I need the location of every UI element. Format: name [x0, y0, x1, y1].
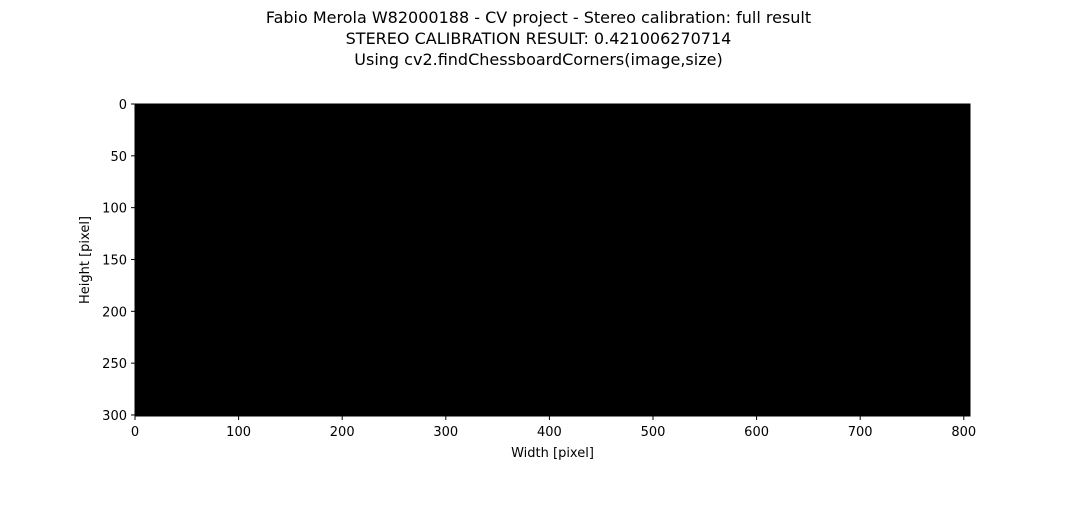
y-tick-label: 0 [119, 98, 127, 113]
y-tick-label: 300 [102, 409, 127, 424]
x-tick-label: 300 [433, 425, 458, 440]
y-axis-label: Height [pixel] [78, 216, 93, 304]
x-tick-label: 100 [226, 425, 251, 440]
x-tick-label: 800 [951, 425, 976, 440]
x-tick-label: 600 [744, 425, 769, 440]
x-tick-label: 700 [848, 425, 873, 440]
chart-title-line-1: Fabio Merola W82000188 - CV project - St… [265, 8, 812, 27]
x-tick-label: 0 [131, 425, 139, 440]
y-tick-label: 50 [110, 150, 127, 165]
x-axis-label: Width [pixel] [511, 446, 594, 461]
chart-title-line-2: STEREO CALIBRATION RESULT: 0.42100627071… [345, 29, 732, 48]
image-display [135, 104, 970, 416]
chart-title-line-3: Using cv2.findChessboardCorners(image,si… [354, 50, 723, 69]
y-axis: 0 50 100 150 200 250 300 [102, 98, 135, 424]
x-tick-label: 500 [641, 425, 666, 440]
y-tick-label: 150 [102, 253, 127, 268]
y-tick-label: 200 [102, 305, 127, 320]
x-tick-label: 200 [330, 425, 355, 440]
y-tick-label: 100 [102, 202, 127, 217]
x-axis: 0 100 200 300 400 500 600 700 800 [131, 416, 976, 440]
x-tick-label: 400 [537, 425, 562, 440]
y-tick-label: 250 [102, 357, 127, 372]
axes-frame [134, 103, 971, 417]
